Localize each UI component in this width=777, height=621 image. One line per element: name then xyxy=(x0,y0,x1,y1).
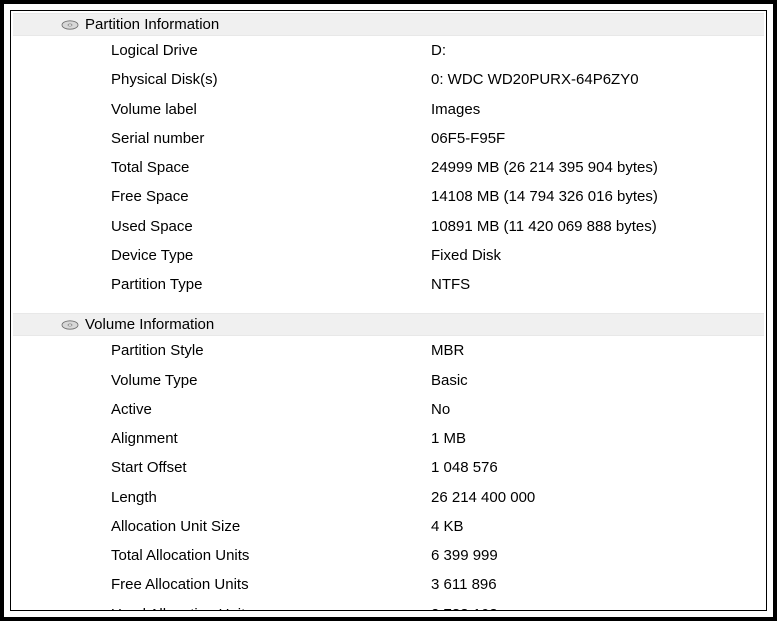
row-length: Length 26 214 400 000 xyxy=(11,483,766,512)
row-total-alloc-units: Total Allocation Units 6 399 999 xyxy=(11,541,766,570)
row-logical-drive: Logical Drive D: xyxy=(11,36,766,65)
label-start-offset: Start Offset xyxy=(111,456,431,479)
label-volume-label: Volume label xyxy=(111,98,431,121)
value-length: 26 214 400 000 xyxy=(431,486,766,509)
row-alloc-unit-size: Allocation Unit Size 4 KB xyxy=(11,512,766,541)
value-start-offset: 1 048 576 xyxy=(431,456,766,479)
row-serial-number: Serial number 06F5-F95F xyxy=(11,124,766,153)
value-used-alloc-units: 2 788 103 xyxy=(431,603,766,612)
label-serial-number: Serial number xyxy=(111,127,431,150)
label-total-alloc-units: Total Allocation Units xyxy=(111,544,431,567)
row-total-space: Total Space 24999 MB (26 214 395 904 byt… xyxy=(11,153,766,182)
volume-info-title: Volume Information xyxy=(85,316,214,333)
value-total-alloc-units: 6 399 999 xyxy=(431,544,766,567)
value-free-alloc-units: 3 611 896 xyxy=(431,573,766,596)
value-partition-style: MBR xyxy=(431,339,766,362)
row-volume-type: Volume Type Basic xyxy=(11,366,766,395)
value-alloc-unit-size: 4 KB xyxy=(431,515,766,538)
label-device-type: Device Type xyxy=(111,244,431,267)
row-partition-type: Partition Type NTFS xyxy=(11,270,766,299)
row-active: Active No xyxy=(11,395,766,424)
content-pane: Partition Information Logical Drive D: P… xyxy=(10,10,767,611)
volume-info-header: Volume Information xyxy=(13,313,764,336)
value-alignment: 1 MB xyxy=(431,427,766,450)
disk-icon xyxy=(61,19,79,31)
partition-info-title: Partition Information xyxy=(85,16,219,33)
label-total-space: Total Space xyxy=(111,156,431,179)
label-length: Length xyxy=(111,486,431,509)
value-serial-number: 06F5-F95F xyxy=(431,127,766,150)
value-used-space: 10891 MB (11 420 069 888 bytes) xyxy=(431,215,766,238)
row-alignment: Alignment 1 MB xyxy=(11,424,766,453)
section-gap xyxy=(11,299,766,313)
label-partition-type: Partition Type xyxy=(111,273,431,296)
row-free-space: Free Space 14108 MB (14 794 326 016 byte… xyxy=(11,182,766,211)
row-used-space: Used Space 10891 MB (11 420 069 888 byte… xyxy=(11,212,766,241)
value-volume-label: Images xyxy=(431,98,766,121)
value-logical-drive: D: xyxy=(431,39,766,62)
label-physical-disks: Physical Disk(s) xyxy=(111,68,431,91)
label-used-alloc-units: Used Allocation Units xyxy=(111,603,431,612)
value-physical-disks: 0: WDC WD20PURX-64P6ZY0 xyxy=(431,68,766,91)
label-alloc-unit-size: Allocation Unit Size xyxy=(111,515,431,538)
row-start-offset: Start Offset 1 048 576 xyxy=(11,453,766,482)
value-active: No xyxy=(431,398,766,421)
label-logical-drive: Logical Drive xyxy=(111,39,431,62)
label-active: Active xyxy=(111,398,431,421)
value-partition-type: NTFS xyxy=(431,273,766,296)
value-free-space: 14108 MB (14 794 326 016 bytes) xyxy=(431,185,766,208)
row-physical-disks: Physical Disk(s) 0: WDC WD20PURX-64P6ZY0 xyxy=(11,65,766,94)
row-partition-style: Partition Style MBR xyxy=(11,336,766,365)
value-total-space: 24999 MB (26 214 395 904 bytes) xyxy=(431,156,766,179)
row-free-alloc-units: Free Allocation Units 3 611 896 xyxy=(11,570,766,599)
row-used-alloc-units: Used Allocation Units 2 788 103 xyxy=(11,600,766,612)
label-partition-style: Partition Style xyxy=(111,339,431,362)
partition-info-header: Partition Information xyxy=(13,13,764,36)
window-frame: Partition Information Logical Drive D: P… xyxy=(0,0,777,621)
label-free-alloc-units: Free Allocation Units xyxy=(111,573,431,596)
row-device-type: Device Type Fixed Disk xyxy=(11,241,766,270)
label-alignment: Alignment xyxy=(111,427,431,450)
value-volume-type: Basic xyxy=(431,369,766,392)
label-free-space: Free Space xyxy=(111,185,431,208)
label-volume-type: Volume Type xyxy=(111,369,431,392)
row-volume-label: Volume label Images xyxy=(11,95,766,124)
disk-icon xyxy=(61,319,79,331)
label-used-space: Used Space xyxy=(111,215,431,238)
value-device-type: Fixed Disk xyxy=(431,244,766,267)
